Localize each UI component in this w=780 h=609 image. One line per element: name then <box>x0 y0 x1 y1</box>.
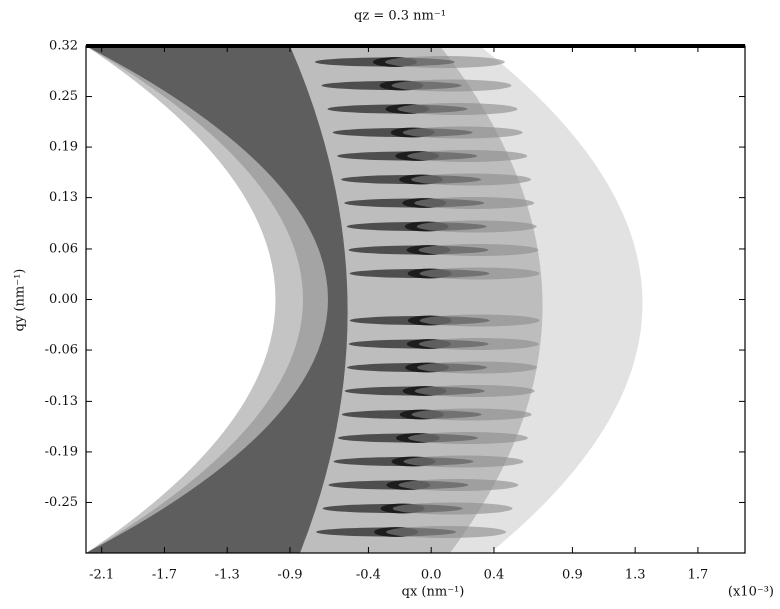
streak-halo <box>419 314 540 327</box>
streak-halo <box>418 338 539 350</box>
y-tick-label: 0.06 <box>49 241 78 256</box>
streak-halo <box>416 220 537 233</box>
streak-halo <box>414 197 535 209</box>
x-tick-label: -0.9 <box>277 568 302 583</box>
streak-halo <box>392 502 513 515</box>
streak-halo <box>403 455 524 468</box>
chart-title: qz = 0.3 nm⁻¹ <box>354 9 446 24</box>
streak-halo <box>407 150 528 162</box>
y-tick-label: 0.19 <box>49 140 78 155</box>
x-axis-label: qx (nm⁻¹) <box>402 585 465 600</box>
contour-field <box>86 46 643 553</box>
x-tick-label: -1.7 <box>152 568 177 583</box>
y-tick-label: 0.32 <box>49 39 78 54</box>
streak-halo <box>411 173 532 186</box>
streak-halo <box>384 56 505 68</box>
x-tick-label: 1.7 <box>688 568 709 583</box>
streak-halo <box>398 479 519 491</box>
y-axis-label: qy (nm⁻¹) <box>13 269 28 332</box>
x-tick-label: -1.3 <box>215 568 240 583</box>
streak-halo <box>407 432 528 444</box>
streaks <box>314 56 540 538</box>
streak-halo <box>386 526 507 538</box>
y-tick-label: 0.25 <box>49 89 78 104</box>
x-tick-label: 0.4 <box>484 568 505 583</box>
y-tick-label: -0.25 <box>45 495 78 510</box>
y-tick-label: -0.19 <box>45 444 78 459</box>
streak-halo <box>419 267 540 280</box>
x-tick-label: -2.1 <box>89 568 114 583</box>
x-tick-label: 0.0 <box>421 568 442 583</box>
x-tick-label: -0.4 <box>356 568 381 583</box>
streak-halo <box>397 103 518 115</box>
y-tick-label: -0.06 <box>45 343 78 358</box>
y-tick-label: 0.13 <box>49 190 78 205</box>
x-tick-label: 1.3 <box>625 568 646 583</box>
streak-halo <box>391 79 512 92</box>
streak-halo <box>411 408 532 421</box>
x-tick-label: 0.9 <box>562 568 583 583</box>
streak-halo <box>418 244 539 256</box>
y-tick-label: -0.13 <box>45 394 78 409</box>
streak-halo <box>402 126 523 139</box>
streak-halo <box>414 385 535 397</box>
contour-level <box>86 46 276 553</box>
streak-halo <box>417 361 538 374</box>
y-tick-label: 0.00 <box>49 292 78 307</box>
x-multiplier: (x10⁻³) <box>728 585 774 600</box>
